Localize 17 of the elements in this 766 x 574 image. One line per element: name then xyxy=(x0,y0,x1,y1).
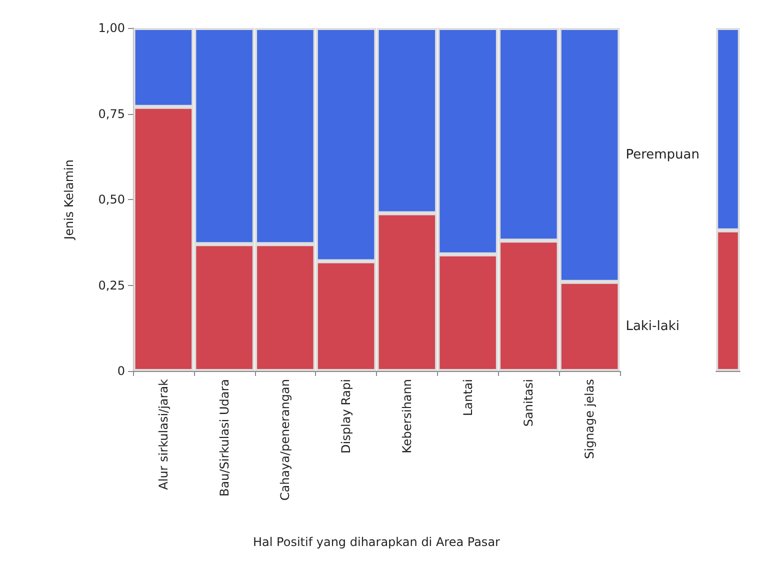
x-tick-label: Bau/Sirkulasi Udara xyxy=(217,379,232,496)
series-label: Perempuan xyxy=(626,147,700,162)
y-tick-label: 0,75 xyxy=(98,106,125,121)
x-tick-label: Kebersihann xyxy=(400,379,414,454)
series-label: Laki-laki xyxy=(626,318,680,334)
x-axis-title: Hal Positif yang diharapkan di Area Pasar xyxy=(253,535,500,549)
x-tick-label: Sanitasi xyxy=(522,379,536,427)
y-axis-title: Jenis Kelamin xyxy=(62,160,76,240)
x-tick-label: Cahaya/penerangan xyxy=(278,379,292,501)
y-tick-label: 0,25 xyxy=(98,278,125,292)
y-tick-label: 0 xyxy=(117,364,125,378)
x-tick-label: Lantai xyxy=(460,379,475,416)
y-tick-label: 1,00 xyxy=(98,21,125,35)
y-tick-label: 0,50 xyxy=(98,192,125,206)
x-tick-label: Display Rapi xyxy=(339,379,354,454)
x-tick-label: Signage jelas xyxy=(582,379,597,459)
x-tick-label: Alur sirkulasi/jarak xyxy=(156,378,170,490)
